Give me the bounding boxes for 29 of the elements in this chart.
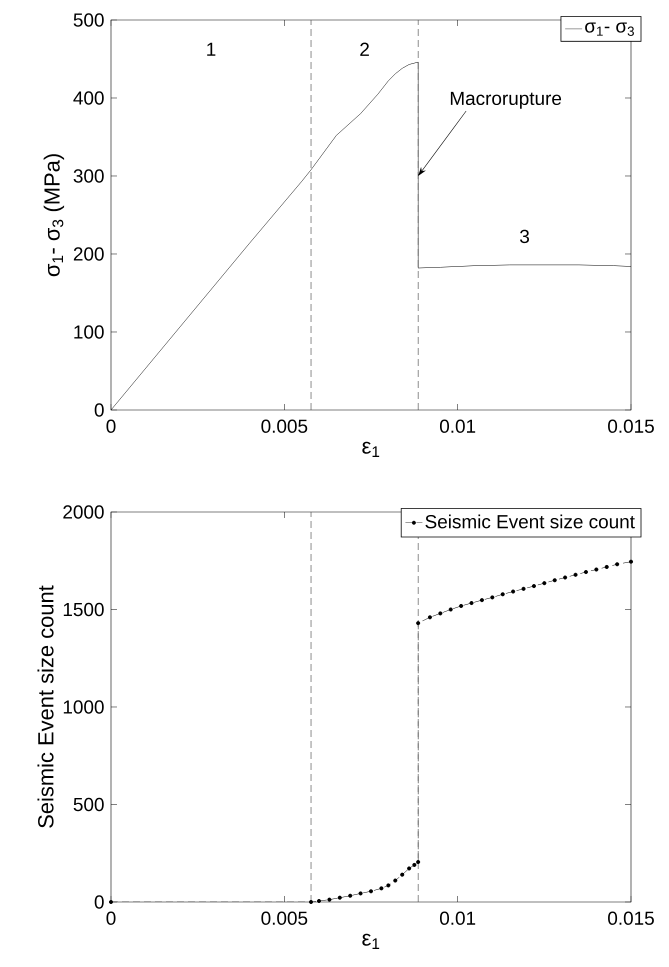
x-tick-label: 0.01 — [440, 419, 476, 433]
y-axis-title: Seismic Event size count — [37, 585, 54, 828]
y-tick-label: 1000 — [64, 700, 104, 714]
y-tick-label: 0 — [94, 895, 104, 909]
y-tick-label: 500 — [74, 798, 104, 812]
annotation: 1 — [207, 42, 216, 56]
annotation: 3 — [520, 230, 529, 244]
y-tick-label: 1500 — [64, 602, 104, 616]
annotation: 2 — [360, 42, 369, 56]
x-axis-title: ε$_{1}$ — [362, 442, 380, 457]
x-tick-label: 0.005 — [261, 912, 308, 925]
y-tick-label: 0 — [94, 403, 104, 417]
x-tick-label: 0.015 — [608, 912, 654, 925]
y-tick-label: 500 — [74, 13, 104, 27]
x-axis-title: ε$_{1}$ — [362, 934, 380, 949]
x-tick-label: 0 — [106, 419, 116, 433]
y-tick-label: 300 — [74, 169, 104, 183]
y-tick-label: 200 — [74, 247, 104, 261]
legend-label: Seismic Event size count — [425, 514, 635, 528]
x-tick-label: 0.01 — [440, 912, 476, 925]
y-axis-title: σ$_{1}$- σ$_{3}$ (MPa) — [44, 154, 64, 276]
x-tick-label: 0.015 — [608, 419, 654, 433]
annotation: Macrorupture — [450, 92, 562, 109]
legend-label: σ$_{1}$- σ$_{3}$ — [585, 22, 634, 36]
y-tick-label: 2000 — [63, 505, 104, 519]
y-tick-label: 100 — [74, 325, 104, 339]
x-tick-label: 0.005 — [261, 419, 308, 433]
y-tick-label: 400 — [73, 91, 104, 105]
x-tick-label: 0 — [106, 912, 116, 925]
